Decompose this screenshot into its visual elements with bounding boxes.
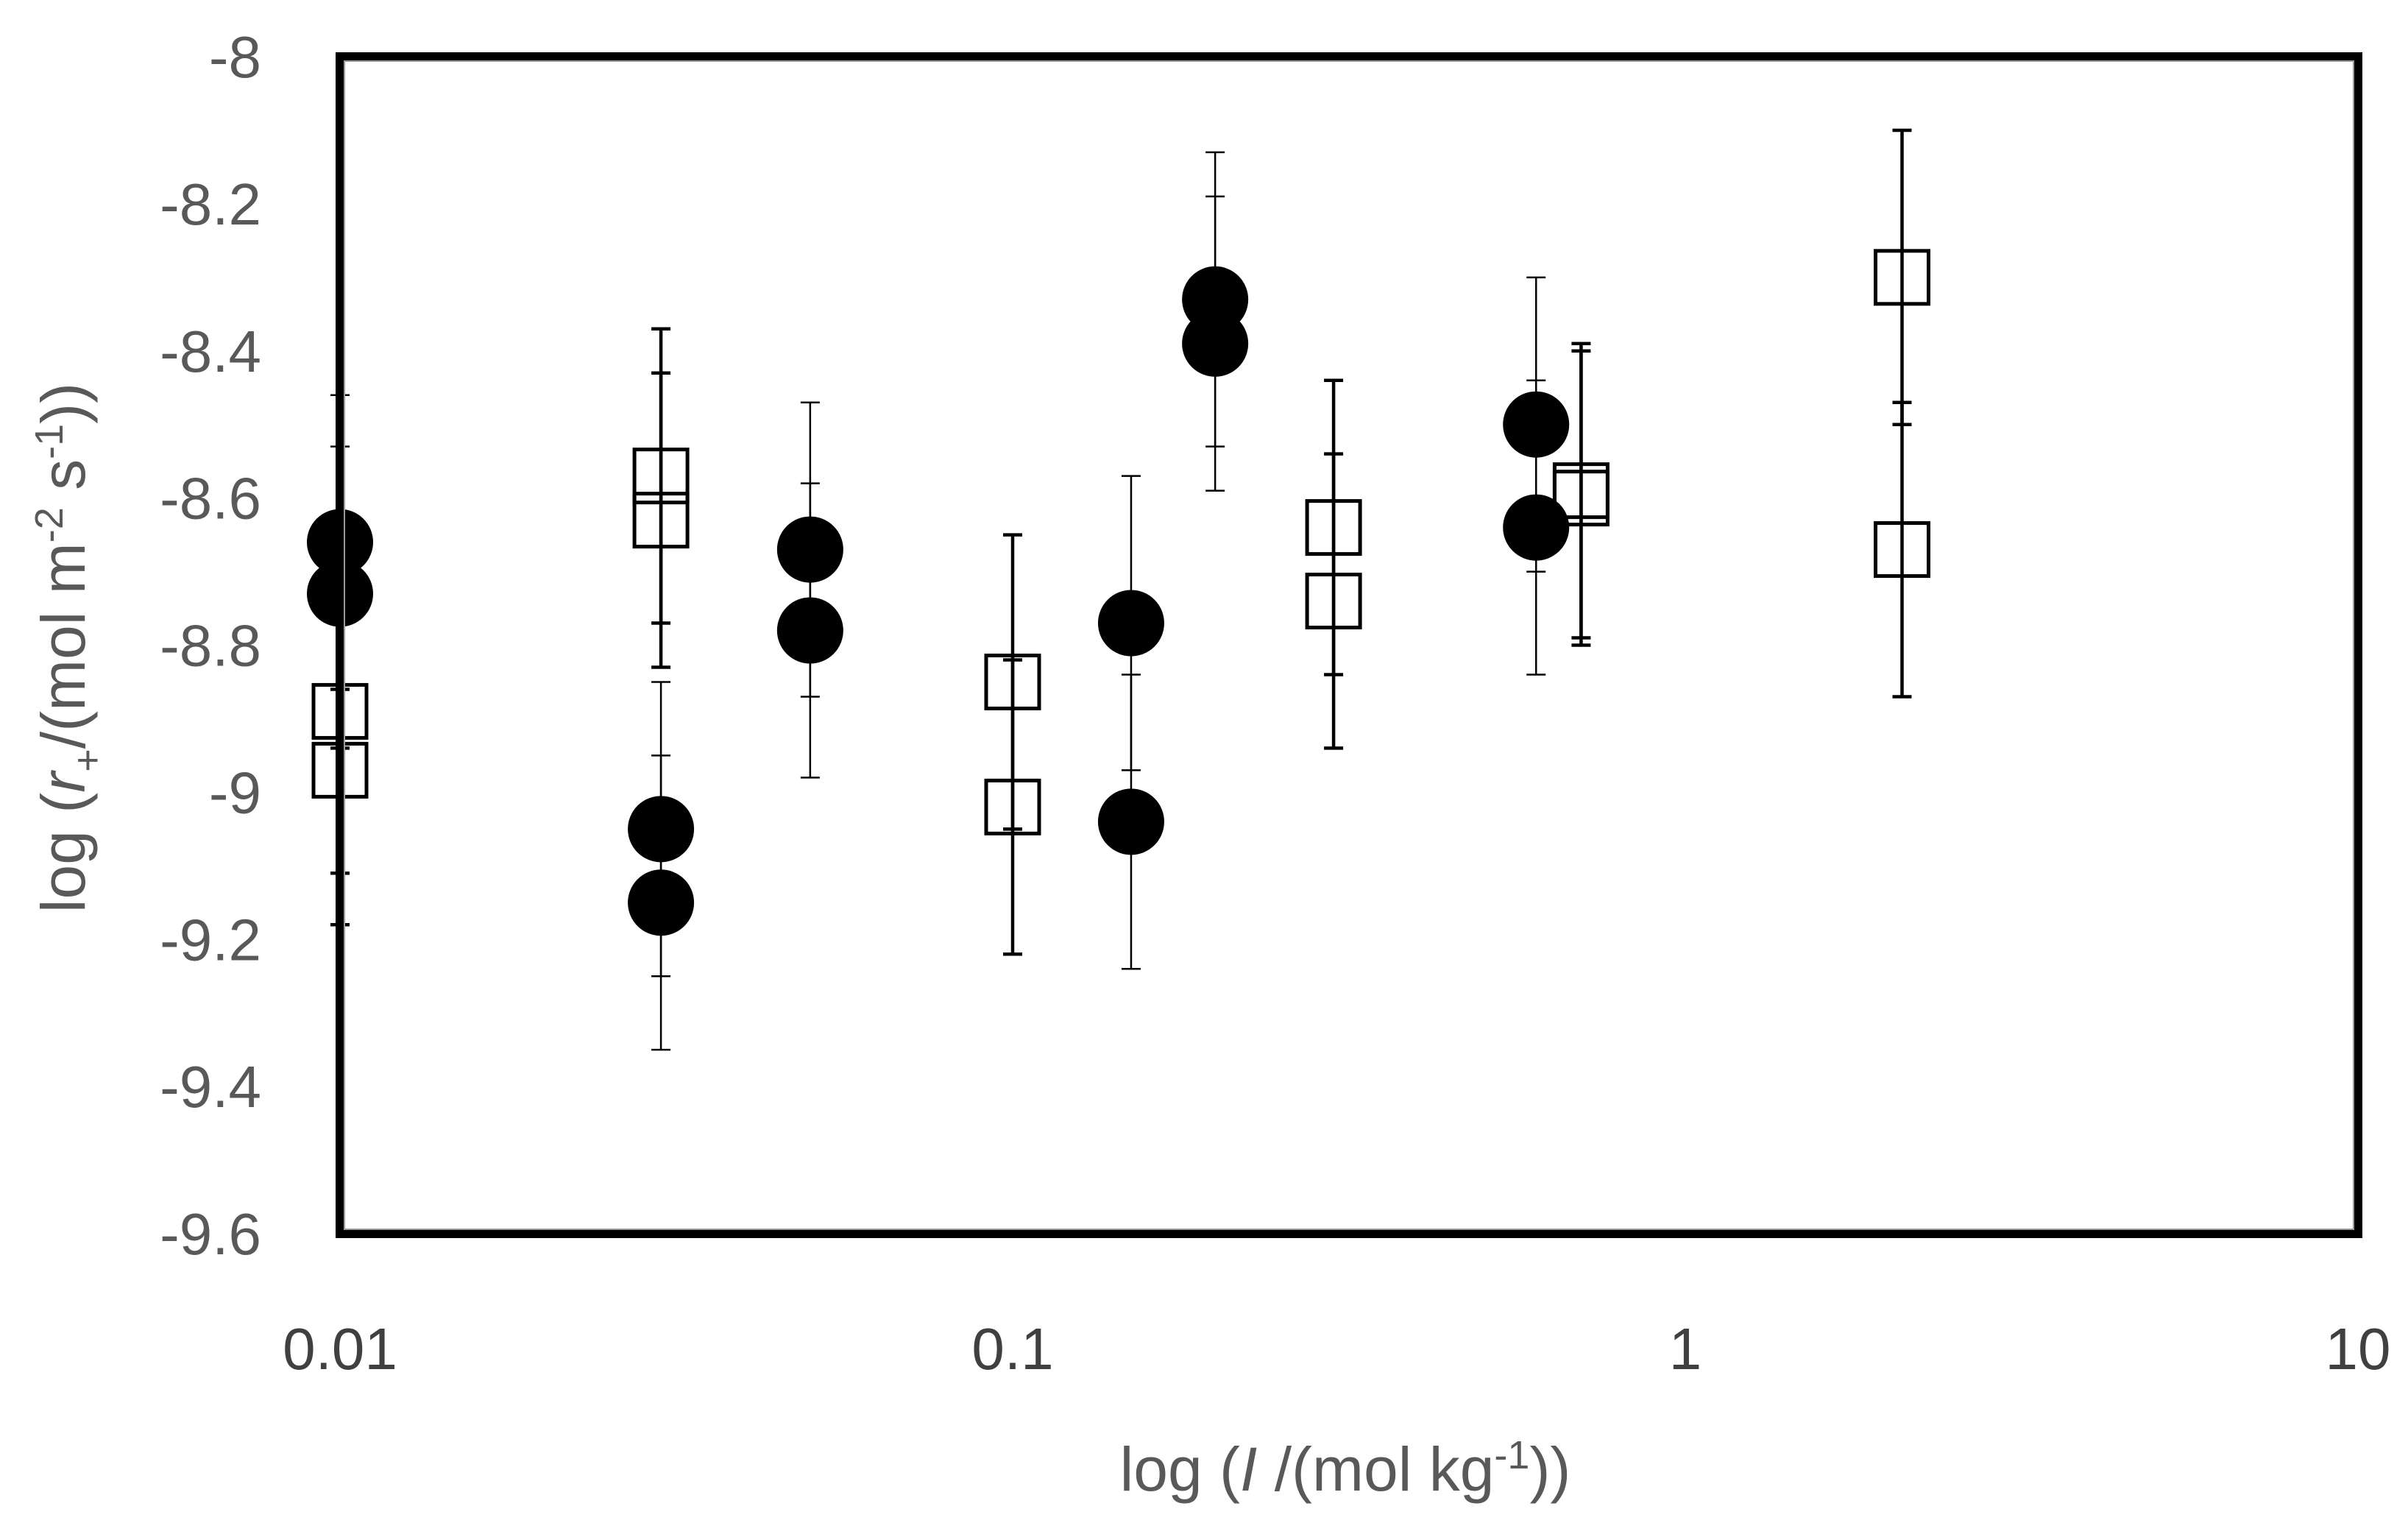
y-tick-label: -8.2 <box>160 172 261 237</box>
y-tick-label: -9.2 <box>160 907 261 972</box>
data-point-filled-circle <box>628 869 695 936</box>
data-point-open-square <box>1305 573 1362 630</box>
y-tick-label: -8 <box>209 24 261 90</box>
plot-frame <box>336 52 2362 1238</box>
data-point-open-square <box>632 492 690 549</box>
y-axis-title-superscript-2: -1 <box>27 424 71 459</box>
y-tick-label: -9 <box>209 760 261 825</box>
x-axis-title-unit: /(mol kg <box>1257 1435 1494 1504</box>
y-axis-title: log (r+/(mol m-2 s-1)) <box>27 383 110 913</box>
data-point-filled-circle <box>628 796 695 863</box>
y-tick-label: -8.8 <box>160 613 261 679</box>
y-axis-title-variable: r <box>29 770 98 793</box>
y-tick-label: -9.4 <box>160 1054 261 1120</box>
data-point-open-square <box>1874 249 1931 306</box>
tick-labels-layer: -8 -8.2 -8.4 -8.6 -8.8 -9 -9.2 -9.4 -9.6 0.01 0.1 1… <box>160 24 2390 1382</box>
x-tick-label: 1 <box>1669 1316 1702 1382</box>
data-point-open-square <box>984 653 1041 710</box>
data-point-open-square <box>984 778 1041 835</box>
data-point-filled-circle <box>776 597 843 664</box>
y-axis-title-prefix: log ( <box>29 793 98 913</box>
y-tick-label: -8.6 <box>160 466 261 531</box>
x-tick-label: 10 <box>2326 1316 2391 1382</box>
data-point-filled-circle <box>1097 590 1164 657</box>
y-axis-title-superscript-1: -2 <box>27 507 71 542</box>
x-tick-label: 0.1 <box>971 1316 1053 1382</box>
x-axis-title-variable: I <box>1240 1435 1257 1504</box>
x-axis-title-suffix: )) <box>1529 1435 1570 1504</box>
plot-frame-inner <box>344 60 2354 1230</box>
data-point-filled-circle <box>1503 391 1570 458</box>
y-axis-title-subscript: + <box>65 749 110 772</box>
data-point-filled-circle <box>1503 494 1570 561</box>
data-points-layer <box>307 249 1931 936</box>
x-axis-title-superscript: -1 <box>1494 1433 1529 1477</box>
y-tick-label: -8.4 <box>160 319 261 384</box>
y-axis-title-unit: /(mol m <box>29 542 98 749</box>
data-point-open-square <box>1552 470 1610 527</box>
data-point-open-square <box>632 448 690 505</box>
y-axis-title-suffix: )) <box>29 383 98 424</box>
error-bars-layer <box>330 128 1912 1051</box>
data-point-open-square <box>1874 521 1931 579</box>
data-point-open-square <box>1305 499 1362 556</box>
x-axis-title-prefix: log ( <box>1120 1435 1240 1504</box>
data-point-filled-circle <box>1182 310 1249 377</box>
plot-frame-layer <box>336 52 2362 1238</box>
x-axis-title: log (I /(mol kg-1)) <box>1120 1433 1571 1504</box>
y-axis-title-unit-2: s <box>29 459 98 507</box>
y-tick-label: -9.6 <box>160 1201 261 1267</box>
data-point-filled-circle <box>1097 788 1164 855</box>
data-point-filled-circle <box>776 516 843 583</box>
x-tick-label: 0.01 <box>283 1316 397 1382</box>
